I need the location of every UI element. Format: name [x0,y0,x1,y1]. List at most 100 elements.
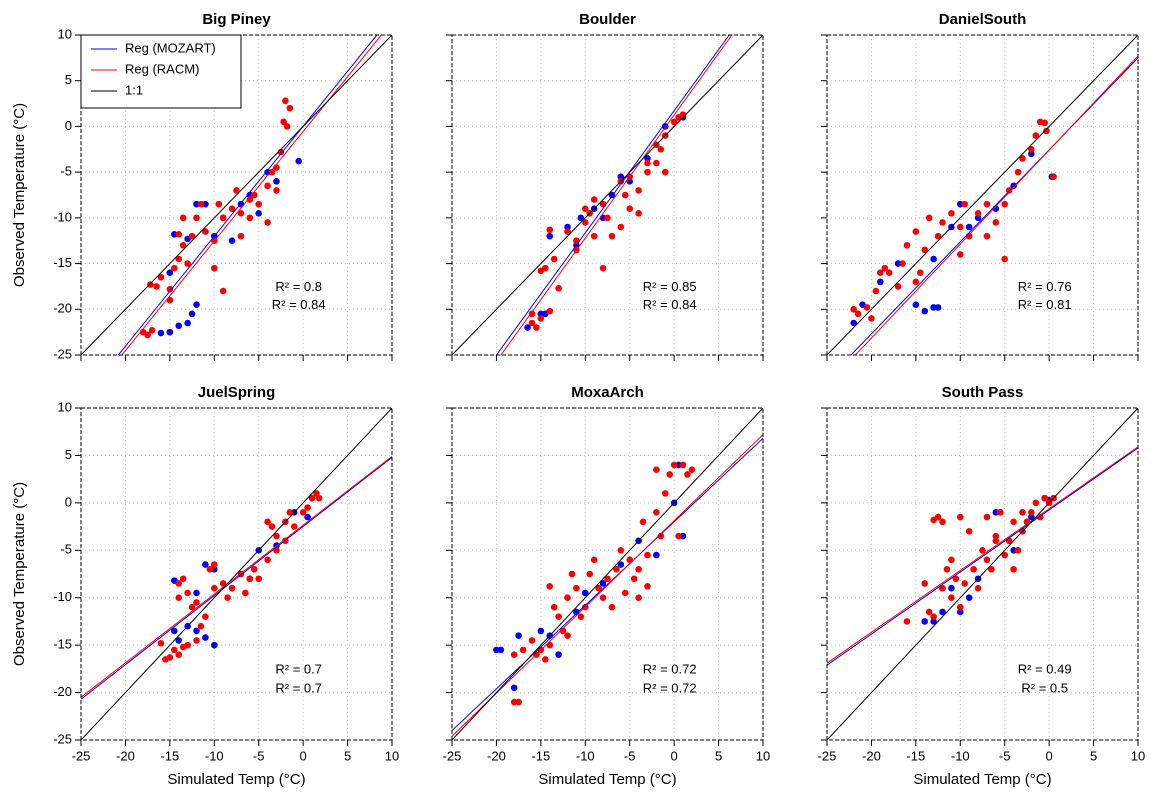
r-squared: R² = 0.8 [275,279,322,294]
point [604,575,611,583]
point [1019,155,1026,162]
point [1010,182,1017,190]
point [621,191,629,199]
point [166,285,174,293]
point [264,556,271,564]
point [670,461,678,469]
plot-frame [80,407,393,741]
panel: Boulder R² = 0.85 R² = 0.84 [446,11,764,361]
point [1005,187,1013,194]
point [550,603,558,611]
point [273,177,280,185]
point [653,159,660,167]
point [175,255,183,263]
r-squared: R² = 0.49 [1018,662,1072,677]
y-tick-label: -5 [60,164,72,179]
point [210,584,218,592]
point [961,200,969,208]
panel-title: MoxaArch [571,384,644,401]
point [184,641,191,649]
point [537,315,545,322]
point [934,304,942,311]
point [188,310,196,318]
point [956,608,964,616]
point [661,168,669,176]
y-tick-label: -25 [53,731,72,746]
point [286,104,294,112]
legend-label: Reg (MOZART) [125,40,216,55]
point [184,589,191,597]
point [228,237,236,245]
point [581,205,589,213]
point [228,584,236,592]
point [1001,200,1009,208]
point [653,509,660,516]
point [255,575,263,583]
point [166,296,174,304]
point [1028,145,1035,153]
panel: -25 -20 -15 -10 -5 0 5 10 MoxaArch Simulated Temp… [443,384,771,788]
point [497,646,505,654]
point [210,641,218,649]
point [304,513,311,521]
y-axis-title: Observed Temperature (°C) [11,103,28,287]
y-tick-label: 5 [65,72,72,87]
y-tick-label: -5 [60,542,72,557]
point [621,589,629,597]
panel: -25 -20 -15 -10 -5 0 5 10 -25 -20 -15 -10 -5 0 5 10 Juel… [11,384,399,788]
point [1010,565,1017,573]
point [930,618,937,625]
y-tick-label: 5 [65,447,72,462]
plot-area [827,408,1138,740]
plot-frame [451,34,764,356]
point [268,523,276,530]
point [854,310,862,318]
point [280,118,287,126]
point [635,187,642,194]
regression-line [81,456,392,700]
point [965,528,973,535]
point [912,228,920,235]
point [528,310,536,318]
point [515,698,522,706]
point [193,589,200,597]
point [264,182,271,190]
point [304,504,311,511]
point [688,466,696,473]
point [586,570,594,578]
point [965,594,973,602]
point [983,513,991,521]
y-tick-label: -15 [53,637,72,652]
point [903,618,911,625]
point [528,637,536,644]
point [1010,518,1017,526]
x-tick-label: -25 [818,748,837,763]
y-tick-label: -15 [53,255,72,270]
point [912,278,920,286]
point [550,255,558,263]
point [939,608,946,616]
point [885,269,893,277]
point [644,551,651,559]
point [595,584,602,592]
point [573,237,580,245]
point [599,594,607,602]
legend-label: Reg (RACM) [125,61,199,76]
x-tick-label: -5 [253,748,265,763]
point [290,523,298,530]
point [657,145,665,153]
point [881,264,889,272]
point [202,561,209,568]
point [542,656,549,663]
point [850,319,857,327]
point [202,634,209,641]
point [939,584,946,592]
point [233,187,240,194]
y-tick-label: -25 [53,346,72,361]
point [979,546,986,554]
point [930,613,937,620]
regression-line [850,57,1138,355]
legend-box [80,34,242,109]
point [175,231,183,238]
point [564,594,571,602]
